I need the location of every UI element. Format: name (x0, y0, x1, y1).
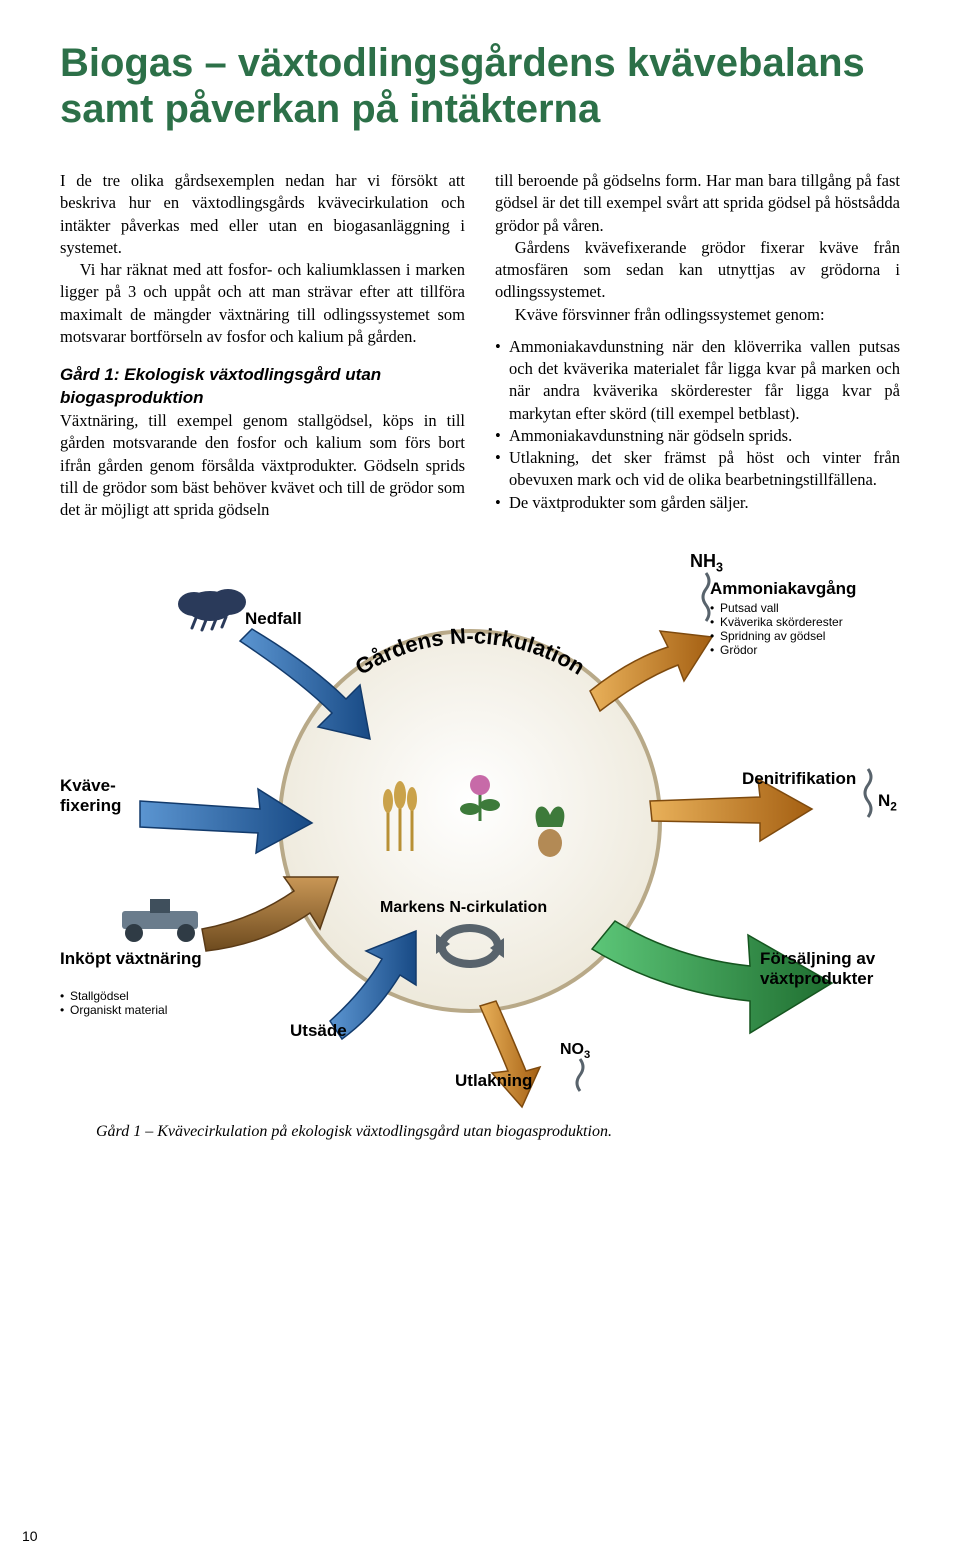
text-columns: I de tre olika gårdsexemplen nedan har v… (60, 170, 900, 521)
paragraph: till beroende på gödselns form. Har man … (495, 170, 900, 237)
nh3-label: NH3 (690, 551, 723, 575)
paragraph: Vi har räknat med att fosfor- och kalium… (60, 259, 465, 348)
subheading: Gård 1: Ekologisk växtodlingsgård utan b… (60, 364, 465, 410)
utlakning-label: Utlakning (455, 1071, 532, 1091)
list-item: Organiskt material (60, 1003, 167, 1017)
list-item: De växtprodukter som gården säljer. (495, 492, 900, 514)
list-item: Putsad vall (710, 601, 843, 615)
list-item: Spridning av gödsel (710, 629, 843, 643)
markens-label: Markens N-cirkulation (380, 899, 547, 917)
paragraph: Gårdens kvävefixerande grödor fixerar kv… (495, 237, 900, 304)
ammoniak-label: Ammoniakavgång (710, 579, 856, 599)
list-item: Utlakning, det sker främst på höst och v… (495, 447, 900, 492)
nedfall-label: Nedfall (245, 609, 302, 629)
column-right: till beroende på gödselns form. Har man … (495, 170, 900, 521)
list-item: Kväverika skörderester (710, 615, 843, 629)
page-title: Biogas – växtodlingsgårdens kväve­balans… (60, 40, 900, 132)
denitrifikation-label: Denitrifikation (742, 769, 856, 789)
bullet-list: Ammoniakavdunstning när den klöverrika v… (495, 336, 900, 514)
list-item: Ammoniakavdunstning när den klöverrika v… (495, 336, 900, 425)
paragraph: Kväve försvinner från odlingssystemet ge… (495, 304, 900, 326)
kvavefixering-label: Kväve- fixering (60, 776, 121, 816)
n2-label: N2 (878, 791, 897, 813)
inkopt-bullets: Stallgödsel Organiskt material (60, 989, 167, 1017)
figure-caption: Gård 1 – Kvävecirkulation på ekologisk v… (96, 1123, 900, 1141)
list-item: Stallgödsel (60, 989, 167, 1003)
no3-label: NO3 (560, 1041, 590, 1061)
list-item: Ammoniakavdunstning när gödseln sprids. (495, 425, 900, 447)
page-number: 10 (22, 1528, 38, 1544)
utsade-label: Utsäde (290, 1021, 347, 1041)
paragraph: Växtnäring, till exempel genom stallgöds… (60, 410, 465, 521)
list-item: Grödor (710, 643, 843, 657)
nitrogen-cycle-diagram: Gårdens N-cirkulation (60, 551, 910, 1111)
ammoniak-bullets: Putsad vall Kväverika skörderester Sprid… (710, 601, 843, 657)
inkopt-label: Inköpt växtnäring (60, 949, 202, 969)
column-left: I de tre olika gårdsexemplen nedan har v… (60, 170, 465, 521)
paragraph: I de tre olika gårdsexemplen nedan har v… (60, 170, 465, 259)
forsaljning-label: Försäljning av växtprodukter (760, 949, 910, 988)
